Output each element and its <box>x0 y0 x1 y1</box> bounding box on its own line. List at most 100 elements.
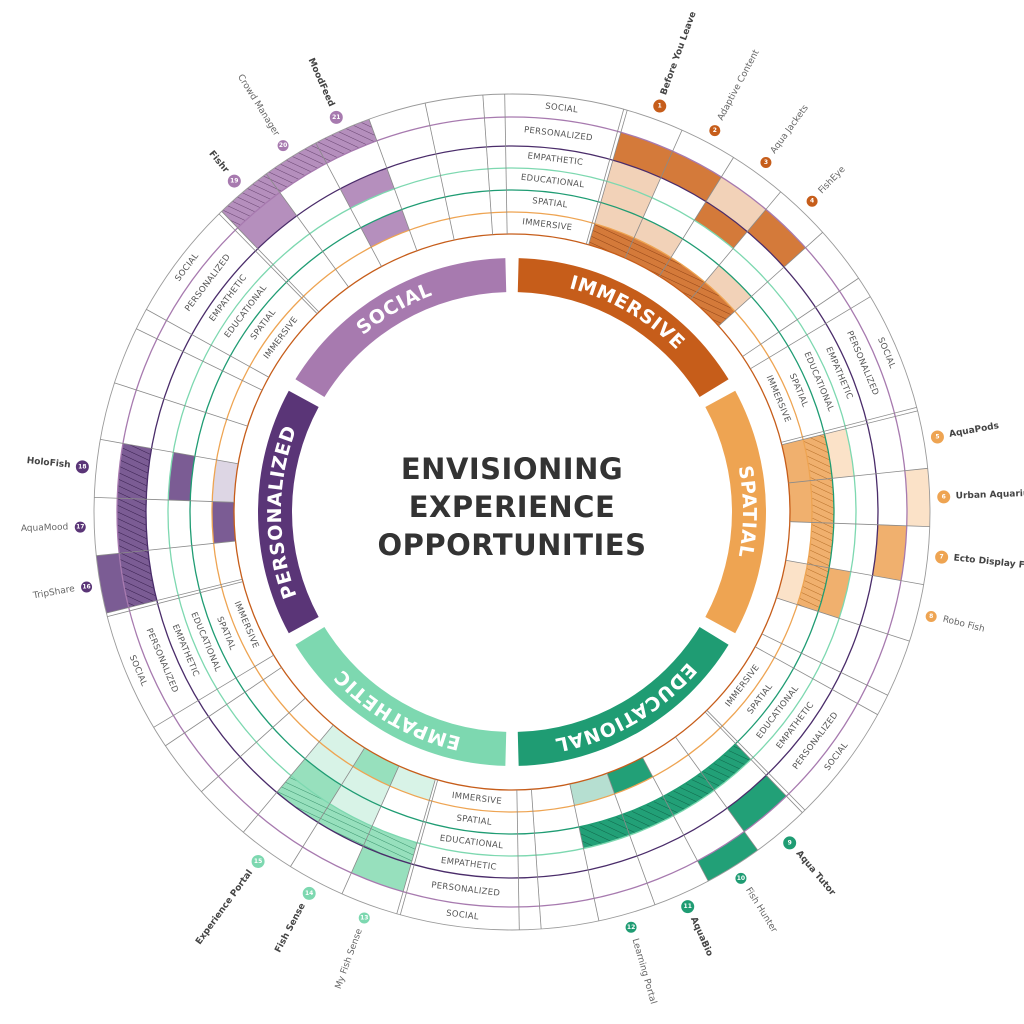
rating-cell <box>622 796 674 836</box>
column-divider <box>588 110 628 245</box>
item-marker[interactable]: 5 AquaPods <box>929 421 1000 445</box>
item-marker[interactable]: 20 Crowd Manager <box>235 73 290 153</box>
item-number: 8 <box>929 613 933 620</box>
category-band-immersive <box>517 258 729 398</box>
column-divider <box>606 773 656 905</box>
rating-cell <box>701 743 751 791</box>
rating-cell <box>690 282 735 326</box>
ring-label: SPATIAL <box>214 615 237 652</box>
item-marker[interactable]: 1 Before You Leave <box>652 10 699 114</box>
column-divider <box>94 497 235 503</box>
rating-cell <box>704 265 752 312</box>
column-divider <box>341 765 400 895</box>
rating-cell <box>788 480 812 523</box>
title-line-2: EXPERIENCE <box>408 490 616 524</box>
item-marker[interactable]: 7 Ecto Display Fin <box>934 549 1024 572</box>
rating-cell <box>212 501 236 544</box>
column-divider <box>754 646 878 716</box>
rating-cell <box>305 741 354 786</box>
ring-label: EDUCATIONAL <box>439 834 504 852</box>
item-marker[interactable]: 2 Adaptive Content <box>708 48 762 138</box>
item-number: 3 <box>764 159 768 166</box>
column-divider <box>107 581 243 618</box>
item-number: 14 <box>305 890 313 897</box>
ring-label: IMMERSIVE <box>522 217 573 233</box>
item-number: 9 <box>788 839 792 846</box>
item-marker[interactable]: 16 TripShare <box>31 580 94 602</box>
rating-cell <box>588 223 635 259</box>
ring-label: EMPATHETIC <box>527 151 584 168</box>
rating-cell <box>727 775 787 832</box>
dividers-layer <box>94 94 930 930</box>
item-number: 10 <box>737 875 745 882</box>
ring-label: SPATIAL <box>456 814 492 828</box>
column-divider <box>742 277 859 357</box>
item-name: AquaMood <box>21 522 69 534</box>
column-divider <box>718 232 823 327</box>
column-divider <box>165 667 282 747</box>
item-name: AquaPods <box>948 421 999 440</box>
item-marker[interactable]: 21 MoodFeed <box>306 57 344 125</box>
ring-lines-layer <box>93 93 931 931</box>
ring-label: IMMERSIVE <box>764 374 793 424</box>
item-marker[interactable]: 11 AquaBio <box>680 899 715 958</box>
item-number: 21 <box>332 114 340 121</box>
column-divider <box>750 296 871 370</box>
rating-cell <box>329 785 382 827</box>
item-number-badge <box>357 911 371 925</box>
rating-cell <box>117 498 149 554</box>
item-name: My Fish Sense <box>334 927 365 990</box>
column-divider <box>96 540 236 557</box>
item-name: Adaptive Content <box>716 48 762 122</box>
item-number-badge <box>805 194 819 208</box>
item-name: Robo Fish <box>942 615 986 635</box>
rating-cell <box>600 181 652 218</box>
item-marker[interactable]: 15 Experience Portal <box>194 853 266 947</box>
rating-cell <box>315 119 377 164</box>
item-marker[interactable]: 6 Urban Aquarium <box>936 489 1024 505</box>
item-marker[interactable]: 17 AquaMood <box>21 520 87 534</box>
category-band-empathetic <box>295 626 507 766</box>
rating-cell <box>803 434 833 481</box>
rating-cell <box>117 443 152 500</box>
ring-label: SPATIAL <box>787 372 810 409</box>
ring-label: SOCIAL <box>173 251 201 283</box>
item-number: 6 <box>942 493 946 500</box>
item-marker[interactable]: 13 My Fish Sense <box>334 911 371 991</box>
cells-layer <box>96 119 930 892</box>
item-name: Urban Aquarium <box>956 489 1024 502</box>
item-number-badge <box>652 98 668 114</box>
item-marker[interactable]: 8 Robo Fish <box>924 610 986 635</box>
category-band-personalized <box>258 390 319 634</box>
column-divider <box>114 382 248 427</box>
rating-cell <box>221 173 280 228</box>
column-divider <box>106 578 243 614</box>
column-divider <box>585 109 625 245</box>
item-number-badge <box>73 520 87 534</box>
item-name: FishEye <box>817 164 848 196</box>
rating-cell <box>872 524 907 581</box>
rating-cell <box>705 177 766 232</box>
ring-label: SPATIAL <box>746 682 775 716</box>
column-divider <box>201 697 306 792</box>
item-name: MoodFeed <box>306 57 336 109</box>
item-number: 20 <box>279 142 287 149</box>
column-divider <box>690 191 781 300</box>
item-marker[interactable]: 12 Learning Portal <box>624 920 658 1005</box>
item-marker[interactable]: 14 Fish Sense <box>274 885 317 955</box>
column-divider <box>642 757 709 882</box>
item-marker[interactable]: 10 Fish Hunter <box>734 871 779 935</box>
rating-cell <box>351 846 412 892</box>
item-name: TripShare <box>31 584 76 601</box>
ring-label: SPATIAL <box>249 308 278 342</box>
rating-cell <box>660 151 722 202</box>
column-divider <box>100 439 239 465</box>
rating-cell <box>594 202 643 238</box>
item-marker[interactable]: 18 HoloFish <box>26 456 90 475</box>
item-number-badge <box>250 853 266 869</box>
